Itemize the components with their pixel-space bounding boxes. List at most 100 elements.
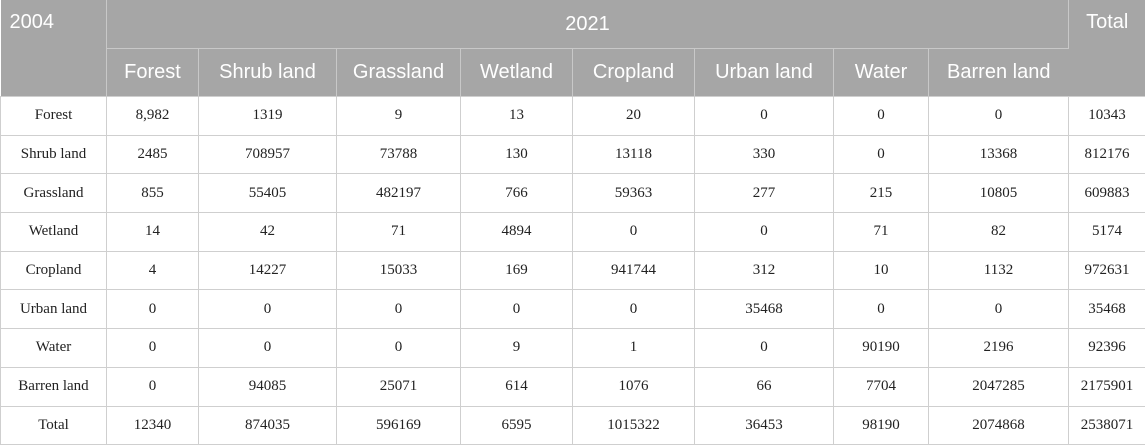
table-cell: 874035 bbox=[199, 406, 337, 445]
table-cell: 82 bbox=[929, 213, 1069, 252]
column-header: Cropland bbox=[573, 49, 695, 97]
table-cell: 4894 bbox=[461, 213, 573, 252]
table-cell: 10 bbox=[834, 251, 929, 290]
column-header: Forest bbox=[107, 49, 199, 97]
table-cell: 55405 bbox=[199, 174, 337, 213]
row-total-cell: 812176 bbox=[1069, 135, 1145, 174]
row-label: Total bbox=[1, 406, 107, 445]
table-cell: 20 bbox=[573, 97, 695, 136]
table-cell: 94085 bbox=[199, 367, 337, 406]
table-cell: 855 bbox=[107, 174, 199, 213]
table-cell: 0 bbox=[573, 213, 695, 252]
table-cell: 10805 bbox=[929, 174, 1069, 213]
table-cell: 71 bbox=[337, 213, 461, 252]
table-cell: 0 bbox=[107, 290, 199, 329]
table-cell: 36453 bbox=[695, 406, 834, 445]
table-cell: 614 bbox=[461, 367, 573, 406]
table-cell: 15033 bbox=[337, 251, 461, 290]
row-total-cell: 5174 bbox=[1069, 213, 1145, 252]
table-cell: 0 bbox=[461, 290, 573, 329]
table-cell: 0 bbox=[337, 329, 461, 368]
table-cell: 71 bbox=[834, 213, 929, 252]
row-total-cell: 92396 bbox=[1069, 329, 1145, 368]
table-cell: 0 bbox=[199, 290, 337, 329]
column-header: Grassland bbox=[337, 49, 461, 97]
table-cell: 66 bbox=[695, 367, 834, 406]
table-cell: 90190 bbox=[834, 329, 929, 368]
header-year-2004: 2004 bbox=[1, 0, 107, 97]
table-cell: 0 bbox=[199, 329, 337, 368]
table-cell: 0 bbox=[695, 329, 834, 368]
table-cell: 1319 bbox=[199, 97, 337, 136]
row-label: Wetland bbox=[1, 213, 107, 252]
table-cell: 330 bbox=[695, 135, 834, 174]
table-cell: 59363 bbox=[573, 174, 695, 213]
table-cell: 73788 bbox=[337, 135, 461, 174]
row-total-cell: 10343 bbox=[1069, 97, 1145, 136]
table-cell: 14227 bbox=[199, 251, 337, 290]
row-label: Urban land bbox=[1, 290, 107, 329]
table-cell: 98190 bbox=[834, 406, 929, 445]
table-cell: 766 bbox=[461, 174, 573, 213]
table-cell: 130 bbox=[461, 135, 573, 174]
header-total: Total bbox=[1069, 0, 1145, 97]
table-cell: 482197 bbox=[337, 174, 461, 213]
row-total-cell: 35468 bbox=[1069, 290, 1145, 329]
row-label: Cropland bbox=[1, 251, 107, 290]
table-cell: 13368 bbox=[929, 135, 1069, 174]
table-cell: 1 bbox=[573, 329, 695, 368]
table-cell: 0 bbox=[695, 97, 834, 136]
table-cell: 0 bbox=[695, 213, 834, 252]
table-cell: 6595 bbox=[461, 406, 573, 445]
table-cell: 9 bbox=[337, 97, 461, 136]
row-label: Water bbox=[1, 329, 107, 368]
table-cell: 215 bbox=[834, 174, 929, 213]
table-cell: 0 bbox=[107, 367, 199, 406]
table-cell: 0 bbox=[929, 97, 1069, 136]
table-cell: 0 bbox=[107, 329, 199, 368]
table-cell: 8,982 bbox=[107, 97, 199, 136]
table-cell: 941744 bbox=[573, 251, 695, 290]
table-cell: 277 bbox=[695, 174, 834, 213]
row-label: Shrub land bbox=[1, 135, 107, 174]
table-cell: 169 bbox=[461, 251, 573, 290]
table-cell: 2074868 bbox=[929, 406, 1069, 445]
column-header: Urban land bbox=[695, 49, 834, 97]
table-cell: 0 bbox=[834, 135, 929, 174]
column-header: Wetland bbox=[461, 49, 573, 97]
column-header: Water bbox=[834, 49, 929, 97]
table-cell: 0 bbox=[573, 290, 695, 329]
table-cell: 0 bbox=[834, 97, 929, 136]
table-cell: 2196 bbox=[929, 329, 1069, 368]
table-cell: 25071 bbox=[337, 367, 461, 406]
column-header: Barren land bbox=[929, 49, 1069, 97]
table-cell: 708957 bbox=[199, 135, 337, 174]
table-cell: 13 bbox=[461, 97, 573, 136]
table-cell: 1015322 bbox=[573, 406, 695, 445]
table-cell: 1076 bbox=[573, 367, 695, 406]
table-cell: 9 bbox=[461, 329, 573, 368]
row-total-cell: 609883 bbox=[1069, 174, 1145, 213]
header-year-2021: 2021 bbox=[107, 0, 1069, 49]
row-total-cell: 972631 bbox=[1069, 251, 1145, 290]
column-header: Shrub land bbox=[199, 49, 337, 97]
table-cell: 0 bbox=[834, 290, 929, 329]
table-cell: 2485 bbox=[107, 135, 199, 174]
table-cell: 312 bbox=[695, 251, 834, 290]
table-cell: 596169 bbox=[337, 406, 461, 445]
row-label: Grassland bbox=[1, 174, 107, 213]
row-total-cell: 2538071 bbox=[1069, 406, 1145, 445]
table-cell: 42 bbox=[199, 213, 337, 252]
table-cell: 12340 bbox=[107, 406, 199, 445]
table-cell: 4 bbox=[107, 251, 199, 290]
table-cell: 35468 bbox=[695, 290, 834, 329]
